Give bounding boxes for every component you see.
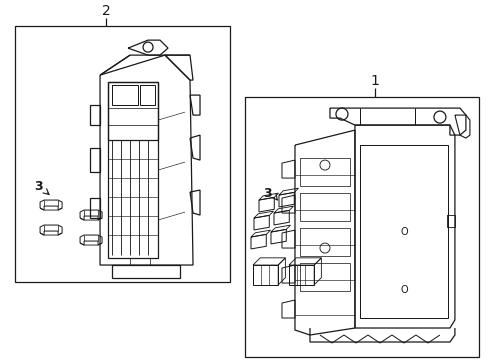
Text: 1: 1: [370, 74, 379, 88]
Text: 3: 3: [263, 186, 272, 199]
Text: O: O: [399, 285, 407, 295]
Text: 2: 2: [102, 4, 110, 18]
Text: O: O: [399, 227, 407, 237]
Text: 3: 3: [34, 180, 42, 193]
